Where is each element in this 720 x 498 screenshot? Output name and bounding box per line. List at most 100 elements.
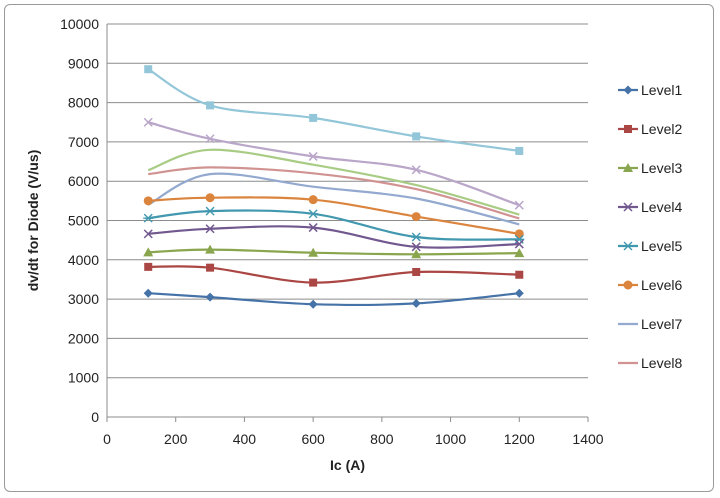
data-point	[308, 209, 319, 219]
data-point	[515, 146, 524, 155]
data-point	[143, 196, 153, 206]
legend-marker	[624, 125, 632, 133]
legend-marker	[623, 241, 633, 251]
data-point	[308, 195, 318, 205]
axes: 0100020003000400050006000700080009000100…	[60, 16, 604, 447]
data-point	[309, 278, 318, 287]
series-line	[148, 196, 520, 235]
legend-marker	[623, 163, 633, 172]
data-point	[411, 212, 421, 222]
legend-label: Level4	[641, 199, 682, 215]
data-point	[143, 213, 154, 223]
y-tick-label: 8000	[68, 95, 99, 111]
series-level6	[143, 193, 524, 239]
data-point	[308, 299, 318, 309]
y-tick-label: 1000	[68, 370, 99, 386]
series-line	[148, 292, 520, 307]
legend-entry: Level8	[618, 355, 682, 371]
series-level2	[144, 262, 524, 287]
y-tick-label: 2000	[68, 330, 99, 346]
x-tick-label: 1000	[435, 431, 466, 447]
x-tick-label: 400	[233, 431, 257, 447]
y-tick-label: 6000	[68, 173, 99, 189]
legend: Level1 Level2 Level3 Level4 Level5 Level6 Leve…	[618, 82, 682, 371]
data-point	[308, 247, 319, 257]
legend-label: Level8	[641, 355, 682, 371]
series-level8	[148, 166, 520, 220]
data-point	[205, 134, 215, 144]
data-point	[144, 65, 153, 74]
legend-label: Level1	[641, 82, 682, 98]
data-point	[514, 288, 524, 298]
chart-frame	[4, 4, 714, 492]
data-point	[412, 267, 421, 276]
y-tick-label: 3000	[68, 291, 99, 307]
series-line	[148, 225, 520, 249]
y-tick-label: 9000	[68, 55, 99, 71]
series-line	[147, 121, 520, 207]
data-point	[411, 232, 422, 242]
series-line	[148, 248, 520, 256]
data-point	[411, 298, 421, 308]
data-point	[514, 239, 524, 249]
data-point	[309, 113, 318, 122]
series-level1	[143, 288, 524, 309]
series-line	[148, 166, 520, 220]
legend-entry: Level1	[618, 82, 682, 98]
data-point	[143, 247, 154, 257]
data-point	[514, 229, 524, 239]
x-axis-title: Ic (A)	[330, 457, 365, 473]
legend-label: Level3	[641, 160, 682, 176]
y-axis-title: dv/dt for Diode (V/us)	[25, 150, 41, 292]
data-point	[205, 193, 215, 203]
data-point	[412, 132, 421, 141]
y-tick-label: 4000	[68, 252, 99, 268]
data-point	[308, 151, 318, 161]
series-unlabeled-8	[143, 117, 524, 210]
series-level3	[143, 244, 525, 259]
grid	[107, 23, 588, 379]
y-tick-label: 7000	[68, 134, 99, 150]
data-point	[143, 288, 153, 298]
series-line	[147, 172, 520, 226]
series-level4	[143, 223, 524, 252]
series-line	[148, 265, 520, 284]
series-level7	[147, 172, 520, 226]
series	[143, 65, 525, 309]
data-point	[205, 224, 215, 234]
data-point	[514, 200, 524, 210]
legend-entry: Level6	[618, 277, 682, 293]
data-point	[206, 101, 215, 110]
legend-entry: Level5	[618, 238, 682, 254]
series-line	[147, 68, 520, 152]
legend-label: Level2	[641, 121, 682, 137]
data-point	[205, 206, 216, 216]
series-level5	[143, 206, 525, 244]
series-unlabeled-9	[147, 148, 520, 216]
data-point	[308, 223, 318, 233]
series-unlabeled-10	[144, 65, 524, 155]
x-tick-label: 1400	[572, 431, 603, 447]
legend-marker	[623, 85, 633, 95]
x-tick-label: 1200	[504, 431, 535, 447]
series-line	[147, 148, 520, 216]
data-point	[515, 270, 524, 279]
x-tick-label: 200	[164, 431, 188, 447]
y-tick-label: 10000	[60, 16, 99, 32]
legend-marker	[623, 202, 633, 212]
data-point	[411, 249, 422, 259]
data-point	[514, 248, 525, 258]
y-tick-label: 5000	[68, 213, 99, 229]
x-tick-label: 600	[301, 431, 325, 447]
x-tick-label: 800	[370, 431, 394, 447]
y-tick-label: 0	[91, 409, 99, 425]
data-point	[205, 292, 215, 302]
legend-entry: Level2	[618, 121, 682, 137]
legend-entry: Level7	[618, 316, 682, 332]
x-tick-label: 0	[103, 431, 111, 447]
data-point	[205, 244, 216, 254]
data-point	[206, 263, 215, 272]
legend-label: Level5	[641, 238, 682, 254]
data-point	[411, 242, 421, 252]
